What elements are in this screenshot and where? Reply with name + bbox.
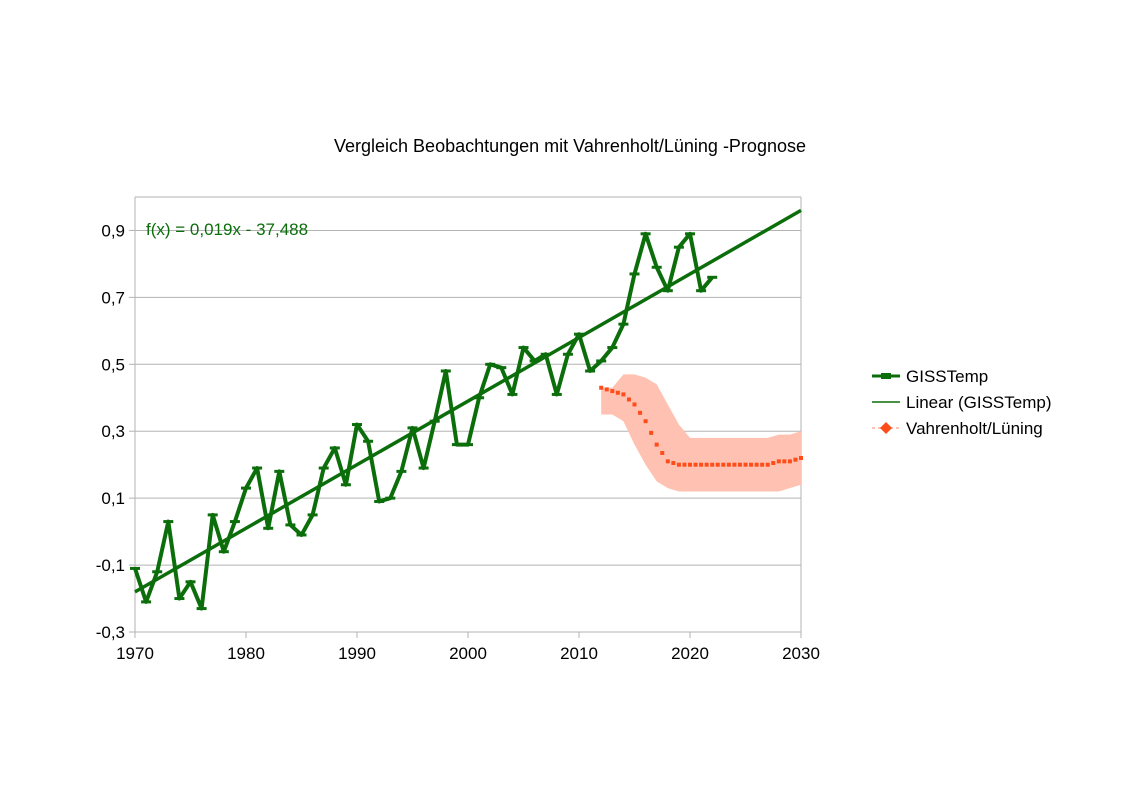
forecast-point-2021 xyxy=(699,462,704,467)
forecast-point-2022 xyxy=(710,462,715,467)
y-tick-label-4: 0,5 xyxy=(101,355,125,374)
x-tick-label-2: 1990 xyxy=(338,644,376,663)
x-tick-label-3: 2000 xyxy=(449,644,487,663)
forecast-point-2019.5 xyxy=(682,462,687,467)
forecast-point-2027.5 xyxy=(771,461,776,466)
legend-label-1: Linear (GISSTemp) xyxy=(906,393,1052,412)
forecast-point-2029.5 xyxy=(793,457,798,462)
x-tick-label-4: 2010 xyxy=(560,644,598,663)
forecast-point-2015.5 xyxy=(638,410,643,415)
legend-label-2: Vahrenholt/Lüning xyxy=(906,419,1043,438)
y-tick-label-3: 0,3 xyxy=(101,422,125,441)
forecast-uncertainty-band xyxy=(601,374,801,492)
forecast-point-2023.5 xyxy=(726,462,731,467)
x-tick-label-6: 2030 xyxy=(782,644,820,663)
forecast-point-2020.5 xyxy=(693,462,698,467)
forecast-point-2014 xyxy=(621,392,626,397)
forecast-point-2024 xyxy=(732,462,737,467)
forecast-point-2013.5 xyxy=(615,390,620,395)
forecast-point-2024.5 xyxy=(737,462,742,467)
y-tick-label-1: -0,1 xyxy=(96,556,125,575)
trend-line xyxy=(134,208,802,594)
y-tick-label-0: -0,3 xyxy=(96,623,125,642)
x-tick-label-5: 2020 xyxy=(671,644,709,663)
y-tick-label-2: 0,1 xyxy=(101,489,125,508)
chart-title: Vergleich Beobachtungen mit Vahrenholt/L… xyxy=(334,136,806,156)
legend: GISSTemp Linear (GISSTemp) Vahrenholt/Lüni… xyxy=(872,367,1052,438)
forecast-point-2012 xyxy=(599,385,604,390)
forecast-point-2016.5 xyxy=(649,430,654,435)
y-tick-label-5: 0,7 xyxy=(101,288,125,307)
forecast-point-2013 xyxy=(610,389,615,394)
forecast-point-2019 xyxy=(676,462,681,467)
forecast-point-2028.5 xyxy=(782,459,787,464)
forecast-point-2017.5 xyxy=(660,450,665,455)
forecast-point-2030 xyxy=(799,456,803,460)
trend-equation: f(x) = 0,019x - 37,488 xyxy=(146,220,308,239)
forecast-point-2022.5 xyxy=(715,462,720,467)
forecast-point-2015 xyxy=(632,402,637,407)
forecast-point-2027 xyxy=(765,462,770,467)
forecast-point-2025.5 xyxy=(749,462,754,467)
forecast-point-2018.5 xyxy=(671,461,676,466)
forecast-point-2014.5 xyxy=(626,397,631,402)
legend-label-0: GISSTemp xyxy=(906,367,988,386)
plot-area: -0,3 -0,1 0,1 0,3 0,5 0,7 0,9 1970 1980 1990 2000 2… xyxy=(96,196,820,663)
legend-vahrenholt-marker xyxy=(880,422,892,434)
forecast-point-2021.5 xyxy=(704,462,709,467)
forecast-point-2029 xyxy=(787,459,792,464)
x-tick-label-1: 1980 xyxy=(227,644,265,663)
y-tick-label-6: 0,9 xyxy=(101,221,125,240)
forecast-point-2025 xyxy=(743,462,748,467)
x-tick-label-0: 1970 xyxy=(116,644,154,663)
forecast-point-2012.5 xyxy=(604,387,609,392)
forecast-point-2017 xyxy=(654,442,659,447)
forecast-point-2026.5 xyxy=(760,462,765,467)
forecast-point-2018 xyxy=(665,459,670,464)
forecast-point-2016 xyxy=(643,419,648,424)
forecast-point-2023 xyxy=(721,462,726,467)
forecast-point-2020 xyxy=(688,462,692,467)
forecast-point-2028 xyxy=(776,459,781,464)
forecast-point-2026 xyxy=(754,462,759,467)
